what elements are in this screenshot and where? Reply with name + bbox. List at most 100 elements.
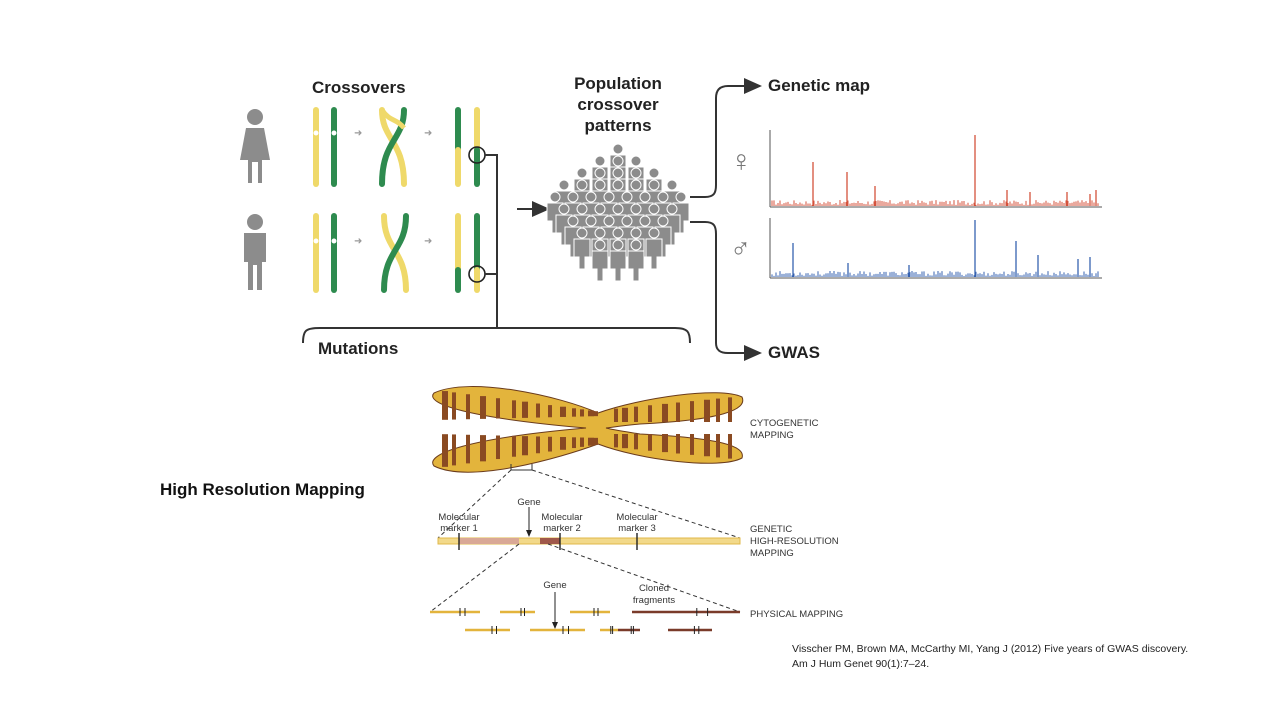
- marker-2-label-2: marker 2: [543, 523, 580, 534]
- population-title-line3: patterns: [584, 116, 651, 135]
- chromosome-band-upper: [648, 405, 652, 422]
- chromosome-band-lower: [536, 436, 540, 454]
- cloned-fragments-label-2: fragments: [633, 595, 675, 606]
- chromosome-band-lower: [512, 435, 516, 457]
- step-arrow-4: ➜: [424, 236, 432, 247]
- male-chromosomes-before: [313, 213, 337, 293]
- chromosome-band-lower: [588, 437, 594, 446]
- chromosome-band-upper: [548, 405, 552, 418]
- chromosome-band-upper: [442, 391, 448, 420]
- chromosome-band-lower: [466, 434, 470, 464]
- chromosome-band-upper: [580, 409, 584, 417]
- female-person-icon: [240, 109, 270, 183]
- female-symbol: ♀: [730, 145, 753, 178]
- genetic-map-arrow: [690, 78, 762, 198]
- crowd-person-icon: [591, 239, 609, 282]
- chromosome-band-upper: [676, 402, 680, 422]
- population-title-line1: Population: [574, 74, 662, 93]
- genetic-label-1: GENETIC: [750, 524, 792, 535]
- cytogenetic-label-2: MAPPING: [750, 430, 794, 441]
- crowd-person-icon: [573, 227, 591, 270]
- chromosome-band-lower: [676, 434, 680, 454]
- female-chromosomes-before: [313, 107, 337, 187]
- citation-line-1: Visscher PM, Brown MA, McCarthy MI, Yang…: [792, 643, 1189, 655]
- chromosome-band-upper: [634, 406, 638, 422]
- chromosome-band-upper: [716, 398, 720, 422]
- cloned-fragments-label-1: Cloned: [639, 583, 669, 594]
- chromosome-band-lower: [580, 437, 584, 447]
- chromosome-band-lower: [622, 434, 628, 449]
- chromosome-band-upper: [662, 403, 668, 422]
- chromosome-band-lower: [442, 434, 448, 467]
- chromosome-band-upper: [594, 411, 598, 417]
- zoom-line-left-1: [437, 469, 512, 539]
- male-chromosomes-after: [455, 213, 486, 293]
- genetic-label-2: HIGH-RESOLUTION: [750, 536, 839, 547]
- male-symbol: ♂: [730, 233, 751, 264]
- male-recombination-map: [769, 218, 1102, 279]
- marker-1-label-2: marker 1: [440, 523, 477, 534]
- chromosome-band-upper: [512, 400, 516, 419]
- chromosome-band-lower: [728, 434, 732, 459]
- genetic-label-3: MAPPING: [750, 548, 794, 559]
- gene-label-2: Gene: [543, 580, 566, 591]
- gwas-label: GWAS: [768, 343, 820, 362]
- chromosome-band-lower: [522, 436, 528, 456]
- citation-line-2: Am J Hum Genet 90(1):7–24.: [792, 658, 930, 670]
- mutations-bracket: [302, 327, 691, 344]
- gene-label-1: Gene: [517, 497, 540, 508]
- chromosome-band-lower: [572, 437, 576, 449]
- chromosome-band-lower: [648, 434, 652, 451]
- marker-1-label-1: Molecular: [438, 512, 479, 523]
- crossovers-title: Crossovers: [312, 78, 406, 97]
- crossover-connector: [485, 154, 498, 328]
- female-recombination-map: [769, 130, 1102, 208]
- chromosome-band-upper: [560, 406, 566, 417]
- chromosome-band-lower: [480, 435, 486, 462]
- chromosome-band-lower: [560, 437, 566, 450]
- population-crowd-icon: [546, 143, 690, 282]
- chromosome-band-upper: [572, 408, 576, 417]
- male-person-icon: [244, 214, 266, 290]
- chromosome-band-upper: [690, 401, 694, 422]
- citation: Visscher PM, Brown MA, McCarthy MI, Yang…: [792, 642, 1188, 672]
- marker-3-label-2: marker 3: [618, 523, 655, 534]
- marker-2-label-1: Molecular: [541, 512, 582, 523]
- chromosome-band-lower: [662, 434, 668, 453]
- chromosome-band-upper: [496, 398, 500, 419]
- chromosome-band-lower: [716, 434, 720, 458]
- female-chromosomes-after: [455, 107, 486, 187]
- chromosome-band-upper: [466, 394, 470, 420]
- chromosome-band-upper: [614, 408, 618, 422]
- cytogenetic-label-1: CYTOGENETIC: [750, 418, 819, 429]
- genetic-map-label: Genetic map: [768, 76, 870, 95]
- zoom-line-right-2: [547, 543, 741, 613]
- male-chromosomes-crossing: [381, 213, 409, 293]
- chromosome-illustration: [432, 386, 744, 473]
- chromosome-band-upper: [480, 396, 486, 419]
- zoom-region-bracket: [510, 464, 533, 471]
- zoom-line-left-2: [429, 543, 520, 613]
- chromosome-band-upper: [622, 407, 628, 422]
- chromosome-band-lower: [614, 434, 618, 448]
- chromosome-band-lower: [690, 434, 694, 455]
- chromosome-band-lower: [704, 434, 710, 457]
- high-resolution-mapping-title: High Resolution Mapping: [160, 480, 365, 499]
- chromosome-band-upper: [588, 410, 594, 417]
- zoom-line-right-1: [531, 469, 741, 539]
- chromosome-band-upper: [452, 392, 456, 420]
- crowd-person-icon: [645, 227, 663, 270]
- step-arrow-1: ➜: [354, 128, 362, 139]
- mutations-label: Mutations: [318, 339, 398, 358]
- step-arrow-2: ➜: [424, 128, 432, 139]
- marker-3-label-1: Molecular: [616, 512, 657, 523]
- chromosome-band-lower: [594, 437, 598, 445]
- crowd-person-icon: [609, 239, 627, 282]
- chromosome-band-lower: [634, 434, 638, 450]
- chromosome-band-lower: [548, 436, 552, 452]
- chromosome-band-upper: [728, 397, 732, 422]
- chromosome-band-lower: [452, 434, 456, 466]
- cloned-fragments: [430, 608, 740, 634]
- step-arrow-3: ➜: [354, 236, 362, 247]
